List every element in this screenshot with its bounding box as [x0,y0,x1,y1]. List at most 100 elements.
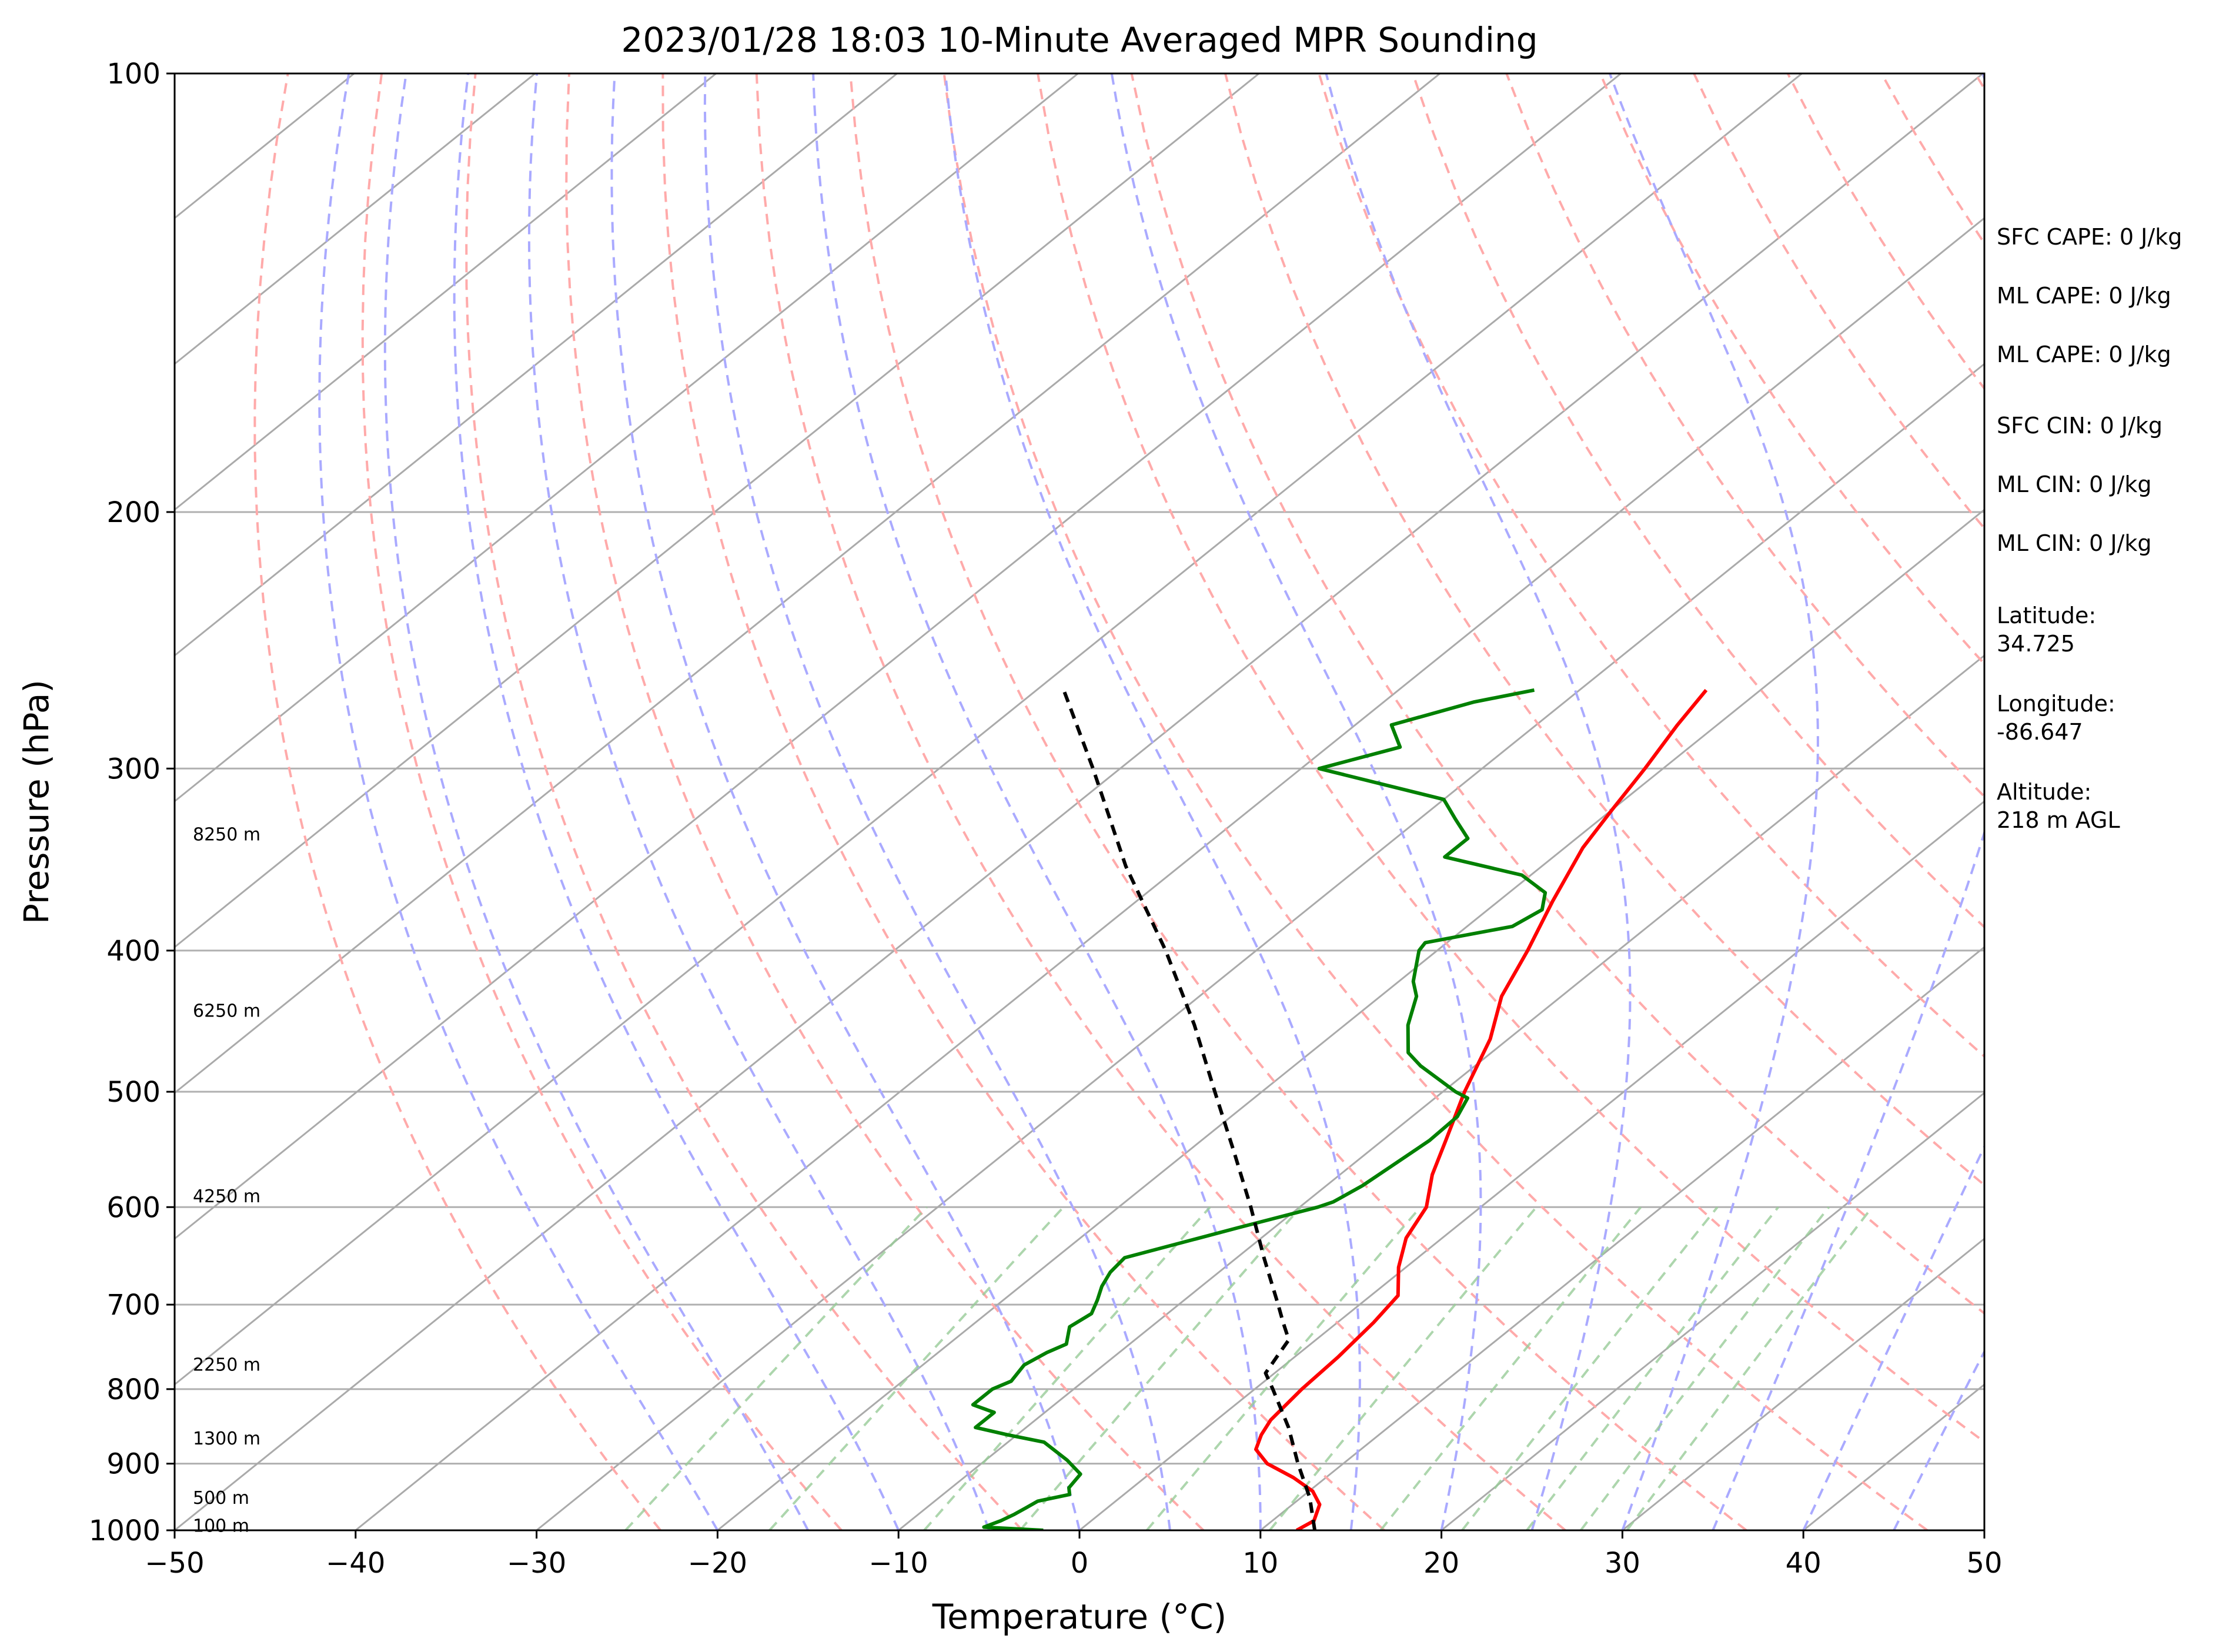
longitude-label: Longitude: [1997,691,2115,717]
y-tick-label: 300 [106,753,161,785]
ml-cin-label-2: ML CIN: 0 J/kg [1997,530,2151,556]
moist-adiabat-line [1712,73,1984,1530]
dry-adiabat-line [1037,73,1984,1444]
moist-adiabat-line [1325,73,1632,1530]
temperature-profile-line [1254,688,1708,1530]
isotherm-line [355,217,1984,1530]
isotherm-line [536,363,1984,1530]
y-tick-label: 800 [106,1373,161,1406]
isotherm-line [175,73,898,657]
x-tick-label: 20 [1423,1547,1459,1580]
isotherm-line [175,73,717,511]
x-tick-label: −50 [145,1547,204,1580]
x-axis-label: Temperature (°C) [932,1597,1227,1637]
y-tick-label: 100 [106,58,161,91]
parcel-path-line [1062,689,1317,1530]
height-label: 2250 m [193,1355,260,1376]
dry-adiabat-line [465,73,1024,1530]
dry-adiabat-line [849,73,1747,1530]
background-lines [175,73,1984,1530]
isotherm-line [1440,1092,1984,1530]
mixing-ratio-line [1461,1206,1719,1530]
x-tick-label: 40 [1786,1547,1821,1580]
mixing-ratio-line [1626,1206,1873,1530]
isotherm-line [1259,946,1984,1530]
height-label: 100 m [193,1516,249,1536]
height-label: 1300 m [193,1429,260,1449]
x-tick-label: −40 [326,1547,385,1580]
mixing-ratio-line [1145,1206,1422,1530]
mixing-ratio-line [1019,1206,1302,1530]
y-tick-label: 700 [106,1289,161,1322]
ml-cin-label: ML CIN: 0 J/kg [1997,471,2151,497]
moist-adiabat-line [1893,1349,1984,1530]
latitude-value: 34.725 [1997,631,2075,657]
chart-title: 2023/01/28 18:03 10-Minute Averaged MPR … [621,20,1538,60]
height-label: 8250 m [193,825,260,845]
height-label: 6250 m [193,1001,260,1021]
isotherm-line [175,73,1622,1240]
x-tick-label: 50 [1966,1547,2002,1580]
x-tick-label: 30 [1605,1547,1640,1580]
isotherm-line [898,654,1984,1530]
dry-adiabat-line [1412,73,1984,929]
x-tick-label: 10 [1242,1547,1278,1580]
stats-panel: SFC CAPE: 0 J/kg ML CAPE: 0 J/kg ML CAPE… [1997,224,2182,833]
y-tick-label: 200 [106,496,161,529]
moist-adiabat-line [812,73,1262,1530]
y-tick-label: 900 [106,1448,161,1481]
moist-adiabat-line [703,73,1171,1530]
dry-adiabat-line [565,73,1205,1530]
mixing-ratio-line [1526,1206,1780,1530]
sfc-cin-label: SFC CIN: 0 J/kg [1997,413,2163,439]
y-tick-label: 400 [106,935,161,968]
altitude-label: Altitude: [1997,779,2091,805]
y-axis-label: Pressure (hPa) [16,680,56,924]
dry-adiabat-line [942,73,1928,1530]
mixing-ratio-line [1379,1206,1642,1530]
dry-adiabat-line [661,73,1385,1530]
moist-adiabat-line [453,73,900,1530]
ml-cape-label-2: ML CAPE: 0 J/kg [1997,342,2171,367]
mixing-ratio-line [768,1206,1065,1530]
x-tick-label: −30 [507,1547,566,1580]
mixing-ratio-line [1580,1206,1830,1530]
moist-adiabat-line [527,73,990,1530]
y-tick-label: 500 [106,1076,161,1109]
dewpoint-profile-line [971,688,1547,1530]
height-label: 4250 m [193,1186,260,1207]
isotherm-line [717,509,1984,1530]
ml-cape-label: ML CAPE: 0 J/kg [1997,283,2171,309]
x-tick-label: −10 [869,1547,928,1580]
y-tick-label: 600 [106,1191,161,1224]
moist-adiabat-line [610,73,1081,1530]
sfc-cape-label: SFC CAPE: 0 J/kg [1997,224,2182,250]
dry-adiabat-line [253,73,661,1530]
moist-adiabat-line [944,73,1361,1530]
isotherm-line [175,73,1803,1386]
isotherm-line [175,73,1079,802]
dry-adiabat-line [361,73,843,1530]
x-tick-label: 0 [1071,1547,1089,1580]
series-lines [971,688,1708,1530]
x-tick-label: −20 [688,1547,747,1580]
isotherm-line [175,73,1260,948]
isotherm-line [1622,1238,1984,1530]
moist-adiabat-line [1802,1143,1984,1530]
x-axis-ticks: −50 −40 −30 −20 −10 0 10 20 30 40 50 [145,1530,2003,1580]
isotherm-line [175,73,1441,1094]
height-labels: 100 m 500 m 1300 m 2250 m 4250 m 6250 m 8250 m [193,825,260,1537]
y-axis-ticks: 1000 900 800 700 600 500 400 300 200 100 [89,58,175,1547]
dry-adiabat-line [1130,73,1984,1315]
y-tick-label: 1000 [89,1514,161,1547]
altitude-value: 218 m AGL [1997,807,2120,833]
longitude-value: -86.647 [1997,719,2083,745]
dry-adiabat-line [755,73,1566,1530]
mixing-ratio-line [624,1206,928,1530]
dry-adiabat-line [1224,73,1984,1187]
height-label: 500 m [193,1488,249,1509]
mixing-ratio-line [923,1206,1211,1530]
isotherm-line [175,73,536,365]
latitude-label: Latitude: [1997,603,2096,628]
